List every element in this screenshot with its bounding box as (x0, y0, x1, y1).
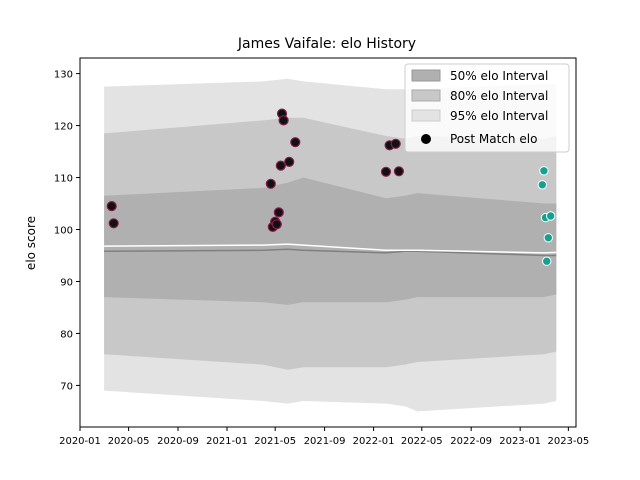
y-tick-label-0: 70 (60, 381, 73, 392)
data-point-recent-4 (543, 233, 553, 243)
legend-label-95: 95% elo Interval (450, 109, 548, 123)
legend-label-50: 50% elo Interval (450, 69, 548, 83)
x-tick-label-5: 2021-09 (304, 436, 346, 447)
plot-frame (79, 57, 577, 428)
data-point-past-5 (271, 219, 282, 230)
data-point-past-12 (380, 166, 392, 177)
legend-label-points: Post Match elo (450, 132, 537, 146)
y-axis-label: elo score (24, 216, 38, 270)
post-match-points (106, 108, 556, 266)
band-50-interval (104, 177, 557, 305)
y-tick-label-5: 120 (54, 122, 73, 133)
data-point-past-11 (290, 137, 301, 148)
y-tick-label-3: 100 (54, 226, 73, 237)
x-tick-label-0: 2020-01 (59, 436, 101, 447)
legend-label-80: 80% elo Interval (450, 89, 548, 103)
legend: 50% elo Interval 80% elo Interval 95% el… (404, 63, 570, 153)
data-point-recent-3 (542, 256, 552, 266)
x-tick-label-3: 2021-01 (206, 436, 248, 447)
legend-swatch-95 (411, 109, 441, 122)
legend-frame (404, 63, 570, 153)
x-axis: 2020-01 2020-05 2020-09 2021-01 2021-05 2021-… (59, 427, 589, 447)
x-tick-label-4: 2021-05 (254, 436, 296, 447)
x-tick-label-7: 2022-05 (401, 436, 443, 447)
x-tick-label-6: 2022-01 (353, 436, 395, 447)
y-tick-label-6: 130 (54, 70, 73, 81)
y-tick-label-1: 80 (60, 329, 73, 340)
legend-swatch-50 (411, 69, 441, 82)
data-point-past-7 (275, 160, 286, 171)
x-tick-label-10: 2023-05 (547, 436, 589, 447)
chart-title: James Vaifale: elo History (237, 36, 416, 52)
data-point-recent-1 (539, 166, 549, 176)
data-point-past-14 (390, 138, 401, 149)
data-point-recent-5 (546, 211, 556, 221)
data-point-past-10 (284, 156, 295, 167)
y-tick-label-4: 110 (54, 174, 73, 185)
y-tick-label-2: 90 (60, 277, 73, 288)
x-tick-label-9: 2023-01 (499, 436, 541, 447)
legend-marker-points (421, 134, 431, 144)
x-tick-label-2: 2020-09 (157, 436, 199, 447)
data-point-past-1 (108, 218, 119, 229)
data-point-past-6 (273, 207, 284, 218)
median-line (104, 248, 557, 257)
legend-swatch-80 (411, 89, 441, 102)
y-axis: 70 80 90 100 110 120 130 (54, 70, 80, 392)
x-tick-label-1: 2020-05 (108, 436, 150, 447)
data-point-past-15 (393, 166, 404, 177)
mean-line (104, 243, 557, 254)
data-point-past-2 (265, 178, 276, 189)
data-point-past-0 (106, 201, 117, 212)
plot-area (104, 78, 557, 412)
data-point-recent-0 (537, 180, 547, 190)
data-point-past-9 (278, 115, 289, 126)
x-tick-label-8: 2022-09 (450, 436, 492, 447)
